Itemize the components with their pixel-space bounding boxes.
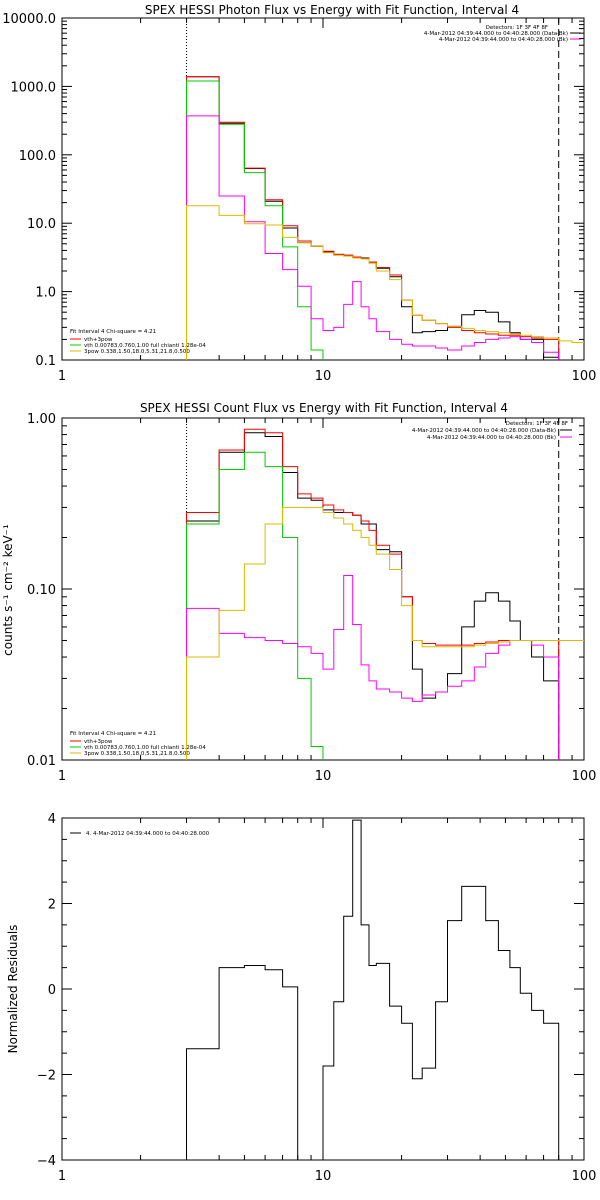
photon-flux-fit-line-2: vth 0.00783,0.760,1.00 full chianti 1.28… (84, 343, 206, 349)
count-flux-fit-line-2: vth 0.00783,0.760,1.00 full chianti 1.28… (84, 745, 206, 751)
photon-flux-series-0 (186, 76, 560, 360)
residuals-x-tick-label: 1 (58, 1169, 66, 1184)
count-flux-y-label: counts s⁻¹ cm⁻² keV⁻¹ (1, 524, 15, 656)
residuals-x-tick-label: 100 (572, 1169, 597, 1184)
photon-flux-series-2 (186, 80, 324, 360)
residuals-series-0 (186, 819, 560, 1161)
count-flux-y-tick-label: 0.10 (27, 583, 56, 598)
residuals-legend-text: 4. 4-Mar-2012 04:39:44.000 to 04:40:28.0… (86, 831, 210, 837)
photon-flux-y-tick-label: 0.1 (35, 354, 56, 369)
count-flux-header-line-1: 4-Mar-2012 04:39:44.000 to 04:40:28.000 … (412, 428, 556, 434)
photon-flux-fit-line-3: 3pow 0.338,1.50,18.0,5.31,21.8,0.500 (84, 349, 190, 355)
photon-flux-x-tick-label: 100 (572, 369, 597, 384)
residuals-y-tick-label: −2 (37, 1069, 56, 1084)
count-flux-fit-info: Fit Interval 4 Chi-square = 4.21 vth+3po… (70, 731, 206, 757)
photon-flux-fit-info: Fit Interval 4 Chi-square = 4.21 vth+3po… (70, 329, 206, 355)
photon-flux-detectors-text: Detectors: 1F 3F 4F 8F (486, 25, 548, 31)
count-flux-fit-line-0: Fit Interval 4 Chi-square = 4.21 (70, 731, 156, 737)
residuals-y-tick-label: 0 (48, 983, 56, 998)
residuals-panel: Normalized Residuals 4. 4-Mar-2012 04:39… (6, 812, 596, 1184)
photon-flux-y-tick-label: 1000.0 (11, 80, 57, 95)
count-flux-fit-line-3: 3pow 0.338,1.50,18.0,5.31,21.8,0.500 (84, 751, 190, 757)
photon-flux-title: SPEX HESSI Photon Flux vs Energy with Fi… (145, 3, 519, 17)
photon-flux-x-tick-label: 10 (315, 369, 332, 384)
count-flux-x-tick-label: 100 (572, 769, 597, 784)
count-flux-series-1 (186, 428, 560, 760)
photon-flux-fit-line-1: vth+3pow (84, 337, 113, 343)
count-flux-series-2 (186, 451, 324, 760)
residuals-y-tick-label: 2 (48, 898, 56, 913)
photon-flux-x-tick-label: 1 (58, 369, 66, 384)
count-flux-plot-frame (61, 417, 585, 761)
photon-flux-header: Detectors: 1F 3F 4F 8F 4-Mar-2012 04:39:… (424, 25, 581, 43)
photon-flux-fit-line-0: Fit Interval 4 Chi-square = 4.21 (70, 329, 156, 335)
count-flux-series-3 (186, 575, 560, 760)
photon-flux-header-line-1: 4-Mar-2012 04:39:44.000 to 04:40:28.000 … (424, 31, 568, 37)
photon-flux-y-tick-label: 10.0 (27, 217, 56, 232)
photon-flux-header-line-2: 4-Mar-2012 04:39:44.000 to 04:40:28.000 … (439, 37, 568, 43)
count-flux-x-tick-label: 10 (315, 769, 332, 784)
count-flux-panel: SPEX HESSI Count Flux vs Energy with Fit… (1, 401, 596, 784)
photon-flux-series-1 (186, 76, 560, 360)
residuals-y-label: Normalized Residuals (6, 925, 20, 1054)
count-flux-ticks (61, 417, 584, 761)
residuals-y-tick-label: 4 (48, 812, 56, 827)
photon-flux-y-tick-label: 100.0 (19, 149, 56, 164)
count-flux-title: SPEX HESSI Count Flux vs Energy with Fit… (140, 401, 508, 415)
count-flux-header-line-2: 4-Mar-2012 04:39:44.000 to 04:40:28.000 … (427, 435, 556, 441)
photon-flux-panel: SPEX HESSI Photon Flux vs Energy with Fi… (2, 3, 596, 384)
photon-flux-plot-frame (61, 17, 585, 361)
photon-flux-ticks (61, 17, 584, 361)
photon-flux-y-tick-label: 1.0 (35, 286, 56, 301)
count-flux-y-tick-label: 1.00 (27, 412, 56, 427)
count-flux-detectors-text: Detectors: 1F 3F 4F 8F (506, 421, 568, 427)
count-flux-series-4 (186, 506, 584, 760)
count-flux-header: Detectors: 1F 3F 4F 8F 4-Mar-2012 04:39:… (412, 421, 572, 441)
residuals-y-tick-label: −4 (37, 1154, 56, 1169)
photon-flux-y-tick-label: 10000.0 (2, 12, 56, 27)
residuals-ticks (61, 817, 584, 1161)
count-flux-series-0 (186, 432, 560, 760)
photon-flux-series-3 (186, 115, 560, 360)
photon-flux-series-4 (186, 205, 584, 360)
count-flux-fit-line-1: vth+3pow (84, 739, 113, 745)
residuals-x-tick-label: 10 (315, 1169, 332, 1184)
count-flux-y-tick-label: 0.01 (27, 754, 56, 769)
count-flux-x-tick-label: 1 (58, 769, 66, 784)
